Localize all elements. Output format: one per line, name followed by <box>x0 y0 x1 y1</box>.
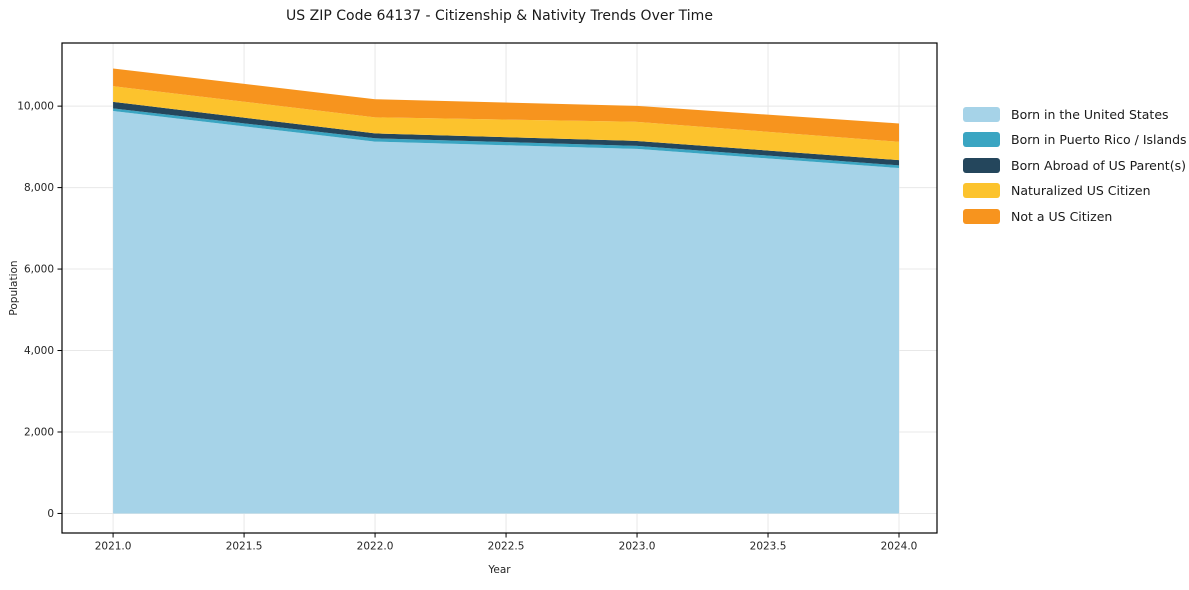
legend-swatch-icon <box>963 157 1000 173</box>
area-born-abroad-of-us-parent-s <box>113 101 900 166</box>
legend-swatch-icon <box>963 106 1000 122</box>
x-tick-label: 2024.0 <box>881 541 918 553</box>
x-axis-label: Year <box>488 564 511 576</box>
legend-item-born-abroad-of-us-parent-s: Born Abroad of US Parent(s) <box>963 157 1187 173</box>
legend: Born in the United States Born in Puerto … <box>963 106 1187 234</box>
legend-swatch-icon <box>963 208 1000 224</box>
legend-label: Naturalized US Citizen <box>1011 183 1151 198</box>
legend-item-born-in-puerto-rico-islands: Born in Puerto Rico / Islands <box>963 132 1187 148</box>
y-axis-label: Population <box>8 260 20 316</box>
x-tick-label: 2022.5 <box>488 541 525 553</box>
y-tick-label: 6,000 <box>24 264 54 276</box>
legend-item-naturalized-us-citizen: Naturalized US Citizen <box>963 183 1187 199</box>
x-tick-label: 2023.5 <box>750 541 787 553</box>
area-born-in-the-united-states <box>113 111 900 514</box>
chart-title: US ZIP Code 64137 - Citizenship & Nativi… <box>286 8 713 24</box>
legend-item-born-in-the-united-states: Born in the United States <box>963 106 1187 122</box>
legend-label: Born in Puerto Rico / Islands <box>1011 132 1187 147</box>
area-not-a-us-citizen <box>113 68 900 142</box>
legend-swatch-icon <box>963 183 1000 198</box>
legend-label: Born Abroad of US Parent(s) <box>1011 157 1186 173</box>
y-tick-label: 4,000 <box>24 345 54 357</box>
x-tick-label: 2022.0 <box>357 541 394 553</box>
legend-label: Not a US Citizen <box>1011 208 1113 224</box>
area-naturalized-us-citizen <box>113 86 900 161</box>
y-tick-label: 0 <box>47 508 54 520</box>
x-tick-label: 2023.0 <box>619 541 656 553</box>
y-tick-label: 8,000 <box>24 182 54 194</box>
x-tick-label: 2021.5 <box>226 541 263 553</box>
legend-swatch-icon <box>963 132 1000 147</box>
legend-item-not-a-us-citizen: Not a US Citizen <box>963 208 1187 224</box>
x-tick-label: 2021.0 <box>95 541 132 553</box>
axes-frame <box>61 42 938 534</box>
area-born-in-puerto-rico-islands <box>113 108 900 169</box>
y-tick-label: 2,000 <box>24 426 54 438</box>
y-tick-label: 10,000 <box>17 101 54 113</box>
legend-label: Born in the United States <box>1011 106 1169 122</box>
